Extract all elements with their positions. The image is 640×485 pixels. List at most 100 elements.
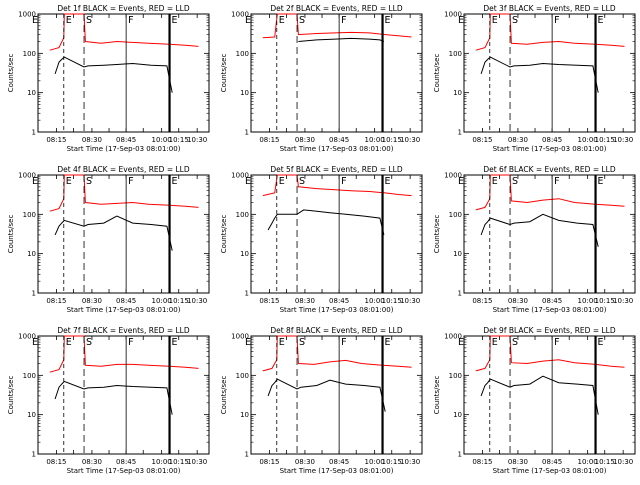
x-tick-label: 08:30 xyxy=(82,297,102,305)
plot-frame xyxy=(37,174,210,294)
y-tick-label: 10 xyxy=(27,250,36,258)
plot-frame xyxy=(250,335,423,455)
x-tick-label: 08:45 xyxy=(542,136,562,144)
x-tick-label: 08:45 xyxy=(116,297,136,305)
marker-label: E xyxy=(32,337,38,348)
x-tick-label: 08:30 xyxy=(508,297,528,305)
y-tick-label: 1000 xyxy=(444,11,462,19)
x-tick-label: 08:45 xyxy=(116,136,136,144)
marker-label: E xyxy=(385,15,391,26)
y-tick-label: 1 xyxy=(458,451,462,459)
x-axis-label: Start Time (17-Sep-03 08:01:00) xyxy=(67,306,181,314)
marker-label: E xyxy=(172,337,178,348)
marker-label: E xyxy=(32,176,38,187)
y-tick-label: 10 xyxy=(240,411,249,419)
detector-panel-1: Det 1f BLACK = Events, RED = LLD 1 10 100 10… xyxy=(7,4,210,153)
marker-label: F xyxy=(128,15,133,26)
x-tick-label: 10:30 xyxy=(400,458,420,466)
y-tick-label: 10 xyxy=(453,250,462,258)
y-axis-label: Counts/sec xyxy=(433,376,441,415)
marker-label: E xyxy=(245,15,251,26)
events-series-line xyxy=(54,380,173,415)
marker-label: F xyxy=(554,15,559,26)
y-axis-label: Counts/sec xyxy=(7,54,15,93)
y-axis-label: Counts/sec xyxy=(7,215,15,254)
events-series-line xyxy=(480,375,599,415)
marker-label: S xyxy=(86,176,92,187)
marker-label: E xyxy=(66,337,72,348)
plot-frame xyxy=(463,174,636,294)
x-tick-label: 10:15 xyxy=(169,136,189,144)
events-series-line xyxy=(54,215,173,251)
y-axis-label: Counts/sec xyxy=(220,215,228,254)
marker-label: E xyxy=(245,337,251,348)
marker-label: E xyxy=(598,176,604,187)
y-tick-label: 1 xyxy=(458,290,462,298)
x-tick-label: 08:30 xyxy=(295,136,315,144)
marker-label: E xyxy=(598,337,604,348)
marker-label: F xyxy=(341,337,346,348)
detector-panel-4: Det 4f BLACK = Events, RED = LLD 1 10 100 10… xyxy=(7,165,210,314)
events-series-line xyxy=(267,378,386,412)
marker-label: E xyxy=(245,176,251,187)
marker-label: S xyxy=(299,176,305,187)
marker-label: E xyxy=(279,176,285,187)
marker-label: E xyxy=(458,176,464,187)
detector-panel-5: Det 5f BLACK = Events, RED = LLD 1 10 100 10… xyxy=(220,165,423,314)
panel-title: Det 6f BLACK = Events, RED = LLD xyxy=(483,165,616,174)
x-axis-label: Start Time (17-Sep-03 08:01:00) xyxy=(67,145,181,153)
events-series-line xyxy=(480,56,599,93)
plot-frame xyxy=(463,13,636,133)
marker-label: E xyxy=(279,15,285,26)
x-tick-label: 08:30 xyxy=(295,297,315,305)
y-tick-label: 10 xyxy=(27,411,36,419)
y-tick-label: 100 xyxy=(236,50,249,58)
x-tick-label: 10:00 xyxy=(152,458,172,466)
plot-frame xyxy=(37,335,210,455)
x-tick-label: 10:15 xyxy=(595,297,615,305)
marker-label: S xyxy=(299,15,305,26)
x-tick-label: 08:45 xyxy=(329,136,349,144)
x-tick-label: 10:00 xyxy=(578,458,598,466)
marker-label: S xyxy=(86,15,92,26)
x-tick-label: 08:15 xyxy=(46,297,66,305)
y-tick-label: 10 xyxy=(453,411,462,419)
x-tick-label: 08:30 xyxy=(82,136,102,144)
marker-label: E xyxy=(492,337,498,348)
x-tick-label: 10:00 xyxy=(365,136,385,144)
x-tick-label: 08:45 xyxy=(329,458,349,466)
y-tick-label: 10 xyxy=(453,89,462,97)
x-tick-label: 10:30 xyxy=(187,297,207,305)
panel-title: Det 5f BLACK = Events, RED = LLD xyxy=(270,165,403,174)
x-tick-label: 08:15 xyxy=(46,458,66,466)
y-tick-label: 1000 xyxy=(18,172,36,180)
y-tick-label: 1 xyxy=(32,129,36,137)
y-tick-label: 1 xyxy=(245,451,249,459)
y-axis-label: Counts/sec xyxy=(220,376,228,415)
marker-label: E xyxy=(385,337,391,348)
x-tick-label: 10:30 xyxy=(613,458,633,466)
x-tick-label: 10:15 xyxy=(382,458,402,466)
x-tick-label: 08:15 xyxy=(472,136,492,144)
marker-label: E xyxy=(385,176,391,187)
events-series-line xyxy=(267,209,385,236)
x-tick-label: 08:30 xyxy=(508,458,528,466)
x-tick-label: 08:45 xyxy=(116,458,136,466)
detector-panel-3: Det 3f BLACK = Events, RED = LLD 1 10 100 10… xyxy=(433,4,636,153)
marker-label: S xyxy=(512,337,518,348)
y-tick-label: 10 xyxy=(240,250,249,258)
y-tick-label: 100 xyxy=(449,211,462,219)
marker-label: F xyxy=(128,337,133,348)
y-axis-label: Counts/sec xyxy=(433,54,441,93)
panel-title: Det 2f BLACK = Events, RED = LLD xyxy=(270,4,403,13)
y-tick-label: 10 xyxy=(27,89,36,97)
x-tick-label: 10:30 xyxy=(613,297,633,305)
marker-label: F xyxy=(341,15,346,26)
panel-title: Det 7f BLACK = Events, RED = LLD xyxy=(57,326,190,335)
marker-label: E xyxy=(492,176,498,187)
x-axis-label: Start Time (17-Sep-03 08:01:00) xyxy=(67,467,181,475)
x-tick-label: 08:15 xyxy=(259,297,279,305)
marker-label: E xyxy=(66,15,72,26)
x-tick-label: 08:30 xyxy=(295,458,315,466)
x-tick-label: 10:00 xyxy=(365,458,385,466)
